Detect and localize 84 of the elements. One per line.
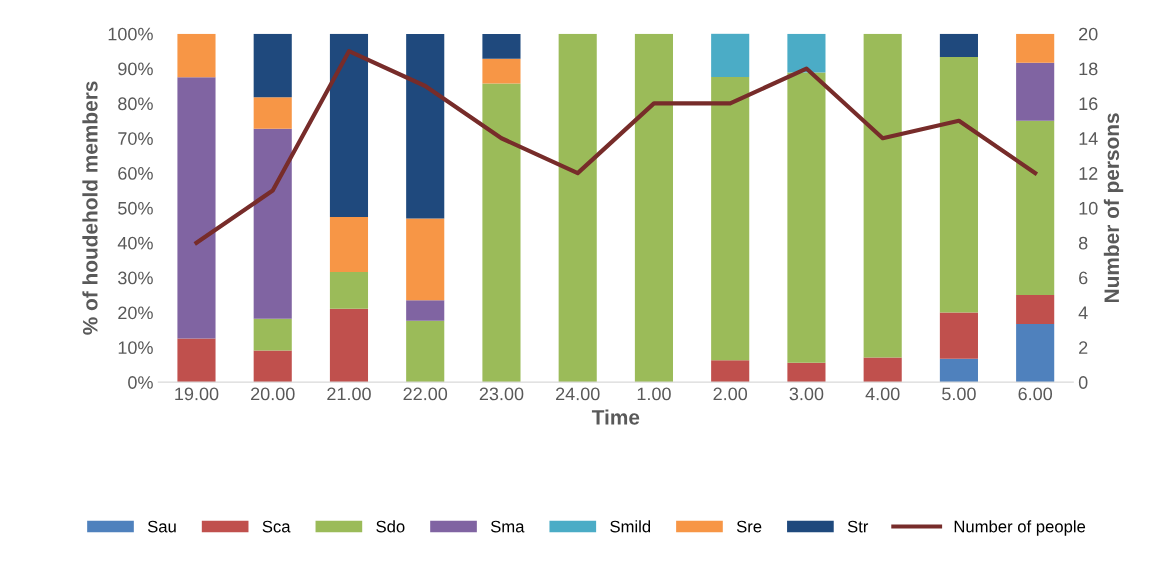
- y2-axis-title: Number of persons: [1103, 113, 1124, 303]
- y-tick-label: 40%: [117, 236, 153, 250]
- x-tick-label: 20.00: [251, 387, 295, 401]
- legend-label: Number of people: [954, 520, 1086, 536]
- bar: [863, 33, 902, 358]
- legend-label: Sca: [262, 520, 291, 533]
- y-tick-label: 100%: [108, 27, 153, 41]
- y-tick-label: 10%: [118, 341, 153, 355]
- bar: [939, 33, 978, 58]
- bar: [787, 72, 826, 363]
- bar: [329, 33, 369, 217]
- bar: [177, 338, 216, 383]
- bar: [939, 57, 978, 313]
- y-tick-label: 30%: [118, 271, 153, 285]
- y-tick-label: 70%: [118, 132, 153, 145]
- legend-label: Sau: [147, 520, 176, 533]
- legend-label: Sre: [736, 520, 762, 533]
- bar: [482, 58, 521, 84]
- y2-tick-label: 14: [1079, 132, 1098, 145]
- bar: [787, 33, 826, 73]
- x-tick-label: 21.00: [327, 387, 371, 401]
- bar: [711, 76, 750, 361]
- y2-tick-label: 6: [1079, 271, 1088, 285]
- y2-tick-label: 2: [1079, 341, 1088, 354]
- y-tick-label: 60%: [118, 167, 153, 180]
- bar: [787, 362, 826, 383]
- bar: [177, 33, 216, 78]
- bar: [1016, 323, 1055, 383]
- bar: [482, 83, 521, 383]
- y-tick-label: 90%: [118, 62, 153, 76]
- bar: [177, 77, 216, 339]
- bar: [253, 350, 292, 383]
- bar: [406, 218, 445, 301]
- x-axis-title: Time: [591, 409, 640, 425]
- bar: [406, 34, 445, 219]
- x-tick-label: 19.00: [175, 387, 219, 401]
- x-tick-label: 22.00: [403, 387, 448, 401]
- x-tick-label: 1.00: [637, 387, 671, 401]
- bar: [1016, 62, 1055, 121]
- x-tick-label: 24.00: [556, 387, 600, 401]
- y2-tick-label: 20: [1079, 27, 1098, 41]
- y-tick-label: 80%: [118, 97, 153, 111]
- x-tick-label: 5.00: [942, 387, 976, 401]
- bar: [329, 217, 369, 273]
- x-tick-label: 4.00: [865, 387, 900, 401]
- bar: [253, 33, 292, 98]
- y2-tick-label: 0: [1078, 376, 1088, 389]
- y-axis-title: % of houdehold members: [82, 81, 98, 335]
- y2-tick-label: 18: [1079, 62, 1098, 76]
- y2-tick-label: 10: [1079, 201, 1098, 215]
- bar: [711, 33, 750, 77]
- legend-label: Sdo: [376, 520, 405, 533]
- x-tick-label: 3.00: [789, 387, 824, 401]
- x-tick-label: 2.00: [713, 387, 748, 401]
- bar: [253, 128, 292, 319]
- bar: [634, 33, 674, 383]
- bar: [253, 318, 292, 351]
- bar: [1016, 120, 1055, 296]
- bar: [482, 34, 521, 59]
- y-tick-label: 0%: [128, 376, 153, 389]
- bar: [406, 320, 445, 383]
- bar: [711, 360, 750, 383]
- bar: [1016, 295, 1055, 324]
- y-tick-label: 50%: [118, 201, 153, 215]
- bar: [329, 272, 369, 309]
- y2-tick-label: 8: [1078, 236, 1088, 250]
- bar: [558, 33, 597, 383]
- bar: [253, 97, 292, 129]
- y2-tick-label: 4: [1078, 306, 1088, 320]
- y-tick-label: 20%: [118, 306, 153, 320]
- bar: [329, 308, 369, 383]
- legend-label: Smild: [610, 520, 651, 533]
- x-tick-label: 6.00: [1018, 387, 1053, 401]
- bar: [939, 312, 978, 359]
- bar: [939, 358, 978, 383]
- legend-label: Sma: [490, 520, 525, 533]
- bar: [1016, 33, 1055, 63]
- bar: [863, 357, 902, 383]
- legend-label: Str: [847, 520, 869, 533]
- x-tick-label: 23.00: [479, 387, 524, 401]
- y2-tick-label: 12: [1079, 167, 1098, 180]
- bar: [406, 300, 445, 321]
- y2-tick-label: 16: [1079, 97, 1098, 111]
- line-series: [194, 49, 1038, 245]
